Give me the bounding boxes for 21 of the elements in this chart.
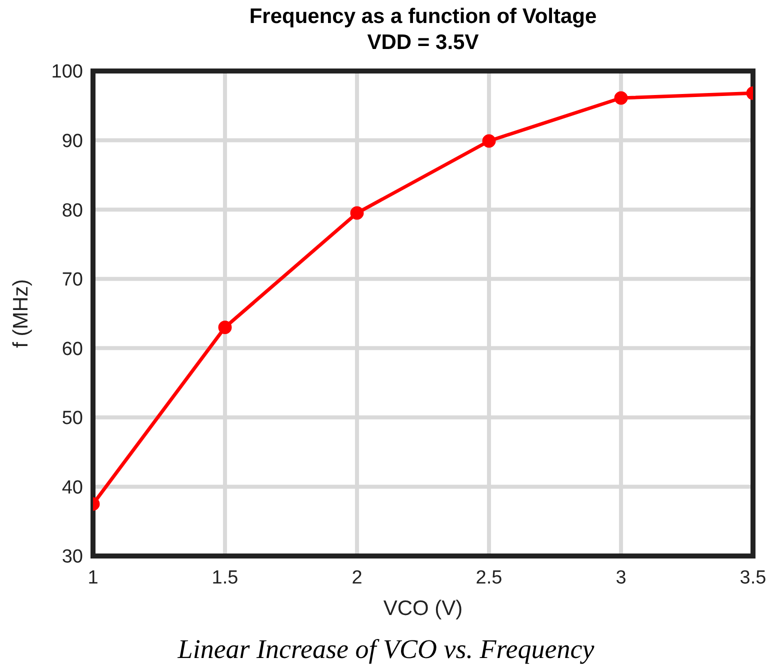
y-tick-label: 40: [62, 477, 83, 498]
x-axis-title: VCO (V): [383, 597, 463, 620]
y-tick-label: 30: [62, 546, 83, 568]
x-tick-label: 3.5: [740, 567, 766, 588]
y-tick-label: 80: [62, 200, 83, 222]
y-tick-label: 70: [62, 270, 83, 291]
x-tick-label: 2: [352, 567, 362, 588]
point: [350, 206, 364, 220]
x-tick-label: 3: [616, 567, 626, 588]
y-tick-label: 50: [62, 408, 83, 430]
y-tick-label: 90: [62, 131, 83, 152]
y-tick-label: 100: [51, 62, 83, 83]
point: [482, 134, 496, 148]
x-tick-label: 1.5: [212, 567, 238, 588]
y-tick-label: 60: [62, 338, 83, 360]
y-axis-title: f (MHz): [9, 279, 32, 348]
x-tick-label: 2.5: [476, 567, 502, 588]
text: Linear Increase of VCO vs. Frequency: [176, 634, 596, 665]
chart-title: Frequency as a function of Voltage: [248, 4, 598, 30]
x-tick-label: 1: [88, 567, 98, 588]
chart-subtitle: VDD = 3.5V: [366, 30, 480, 56]
